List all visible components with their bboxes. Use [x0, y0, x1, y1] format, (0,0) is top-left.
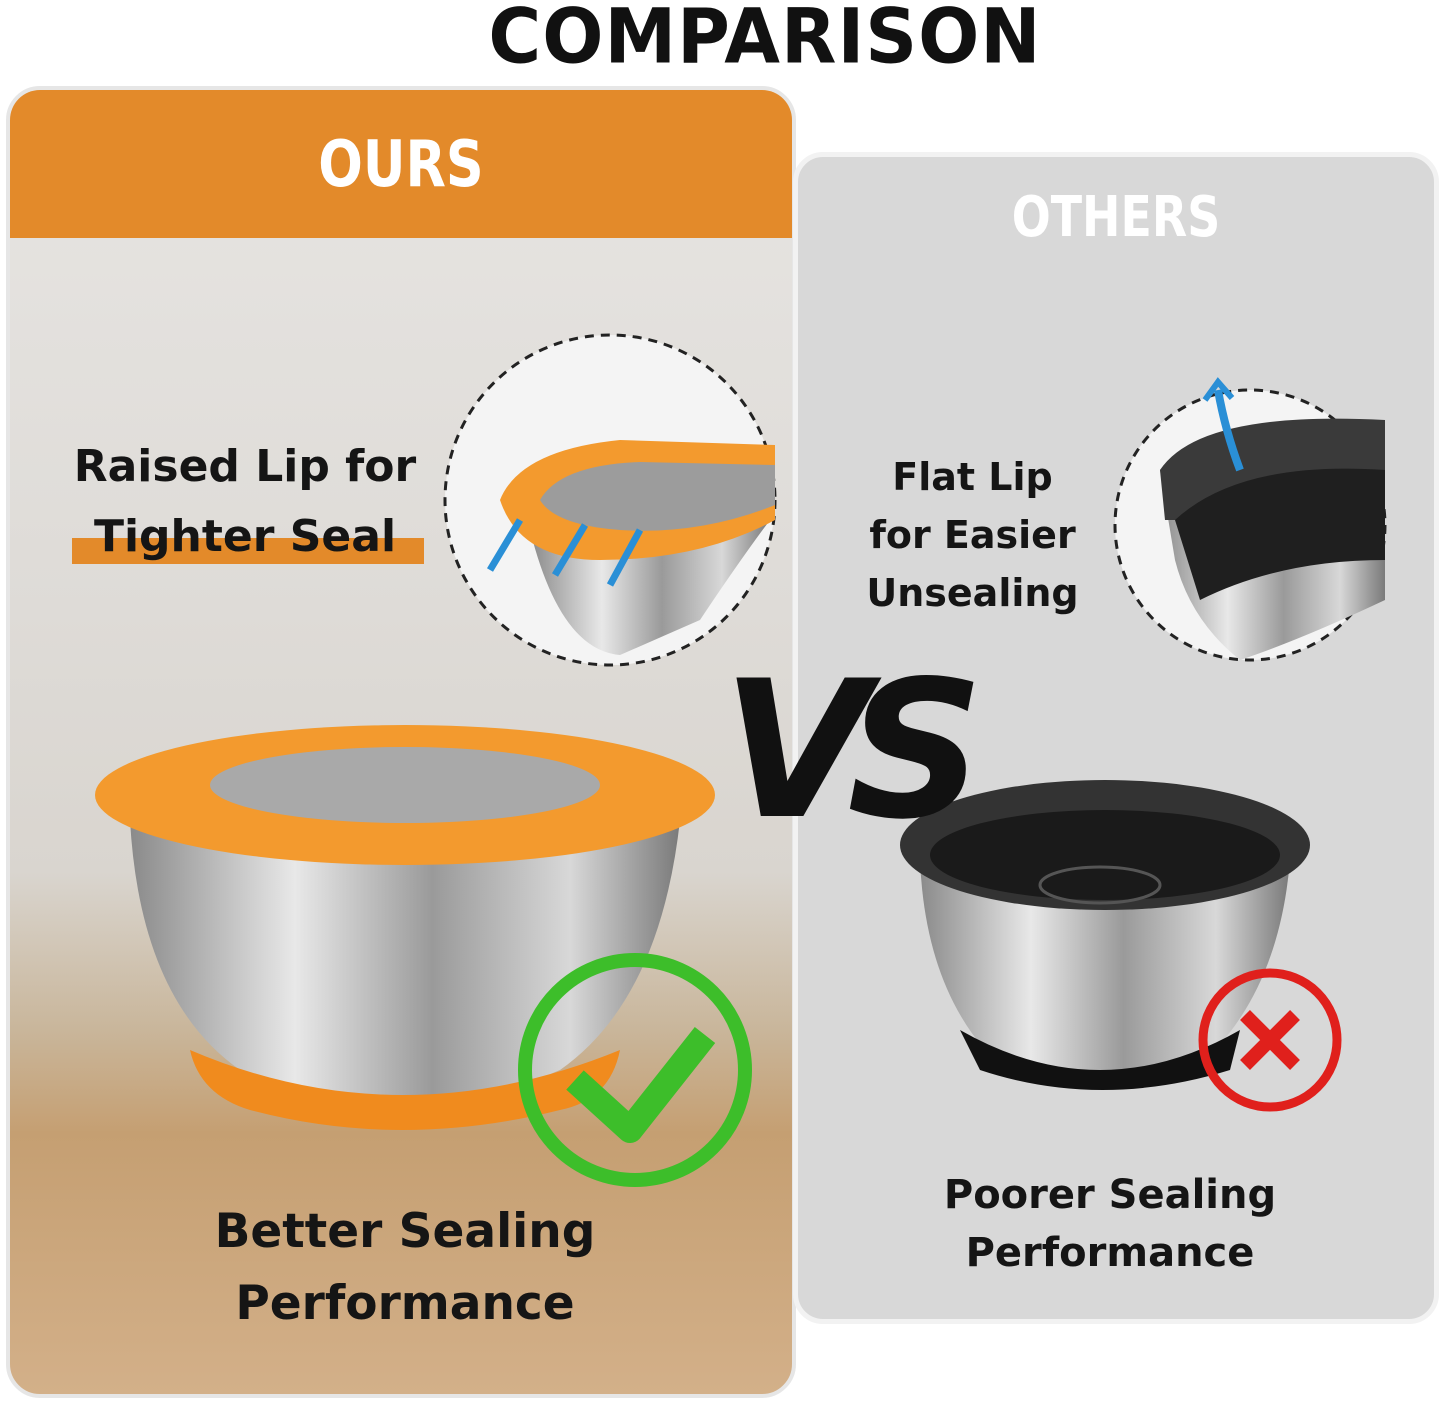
others-feature-text: Flat Lip for Easier Unsealing	[840, 448, 1105, 622]
ours-label: OURS	[318, 128, 484, 202]
vs-label: VS	[722, 640, 984, 861]
highlight-bar	[72, 538, 424, 564]
feature-line: Flat Lip	[892, 455, 1053, 499]
feature-line: for Easier	[869, 513, 1076, 557]
others-label: OTHERS	[1011, 185, 1221, 250]
result-line: Poorer Sealing	[943, 1172, 1277, 1218]
ours-feature-text: Raised Lip for Tighter Seal	[40, 432, 450, 572]
result-line: Performance	[235, 1276, 575, 1331]
checkmark-icon	[518, 953, 752, 1187]
ours-header: OURS	[10, 90, 792, 238]
result-line: Performance	[965, 1230, 1255, 1276]
page-title: COMPARISON	[488, 0, 1042, 81]
feature-line: Unsealing	[866, 571, 1079, 615]
feature-line: Tighter Seal	[93, 511, 397, 562]
others-card: OTHERS	[793, 152, 1439, 1324]
others-bowl-image	[900, 780, 1310, 1090]
ours-bowl-image	[95, 725, 715, 1130]
feature-line: Raised Lip for	[73, 441, 417, 492]
others-result-text: Poorer Sealing Performance	[900, 1166, 1320, 1282]
cross-icon	[1198, 968, 1342, 1112]
others-lip-detail-circle	[1113, 377, 1387, 662]
result-line: Better Sealing	[214, 1204, 596, 1259]
ours-result-text: Better Sealing Performance	[170, 1196, 640, 1340]
ours-lip-detail-circle	[443, 333, 777, 667]
